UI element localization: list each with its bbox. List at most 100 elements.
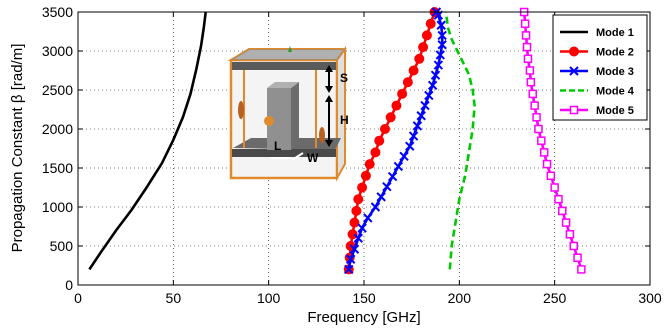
data-point <box>379 124 390 134</box>
series-5 <box>519 7 586 274</box>
x-tick-label: 100 <box>257 290 281 306</box>
series-4 <box>444 11 476 270</box>
data-point <box>405 141 415 151</box>
data-point <box>349 244 360 254</box>
data-point <box>357 182 368 193</box>
data-point <box>573 253 582 262</box>
x-tick-label: 200 <box>448 290 472 306</box>
legend-label: Mode 5 <box>596 105 634 117</box>
data-point <box>577 265 586 274</box>
y-tick-label: 1500 <box>42 160 73 176</box>
data-point <box>523 54 533 64</box>
data-point <box>344 264 354 275</box>
legend-entry: Mode 2 <box>560 46 634 59</box>
data-point <box>360 170 371 181</box>
data-point <box>349 217 360 228</box>
data-point <box>420 100 430 111</box>
x-tick-label: 150 <box>352 290 376 306</box>
side-aperture <box>319 127 325 143</box>
data-point <box>357 223 367 233</box>
y-tick-label: 3500 <box>42 4 73 20</box>
y-axis-label: Propagation Constant β [rad/m] <box>9 44 26 253</box>
data-point <box>353 194 364 205</box>
data-point <box>430 70 441 80</box>
legend-label: Mode 1 <box>596 27 634 39</box>
inset-label-s: S <box>340 71 348 85</box>
data-point <box>399 151 409 162</box>
x-tick-label: 50 <box>166 290 182 306</box>
data-point <box>425 18 436 29</box>
data-point <box>565 230 575 239</box>
inset-label-w: W <box>307 151 319 165</box>
legend: Mode 1 Mode 2 Mode 3 Mode 4 Mode 5 <box>552 14 648 121</box>
data-point <box>374 135 385 146</box>
legend-marker <box>569 46 579 57</box>
center-post-top <box>267 82 299 88</box>
series-line <box>88 11 207 271</box>
data-point <box>520 19 530 28</box>
legend-entry: Mode 3 <box>560 66 634 78</box>
cavity-top-plate <box>231 49 345 60</box>
data-point <box>408 131 419 141</box>
series-line <box>444 11 476 270</box>
data-point <box>433 60 444 70</box>
legend-label: Mode 3 <box>596 66 634 78</box>
inset-label-l: L <box>274 139 281 153</box>
data-point <box>526 77 536 87</box>
data-point <box>435 50 445 60</box>
x-tick-label: 300 <box>638 290 662 306</box>
data-point <box>385 112 396 123</box>
series-2 <box>343 7 440 275</box>
data-point <box>370 202 381 212</box>
arrowhead <box>325 86 333 93</box>
data-point <box>521 31 531 40</box>
x-tick-label: 250 <box>543 290 567 306</box>
legend-marker <box>569 66 579 76</box>
center-post-side <box>291 82 299 150</box>
data-point <box>558 206 567 216</box>
data-point <box>522 42 532 52</box>
data-point <box>525 66 535 75</box>
data-point <box>436 20 446 30</box>
data-point <box>421 30 432 41</box>
arrowhead <box>325 140 333 147</box>
data-point <box>408 65 419 76</box>
post-aperture <box>264 116 274 126</box>
inset-cavity-diagram: S H L W <box>227 45 349 182</box>
data-point <box>534 124 543 134</box>
arrowhead <box>325 95 333 102</box>
legend-entry: Mode 5 <box>560 105 634 117</box>
source-marker-icon <box>288 46 292 52</box>
data-point <box>542 159 552 169</box>
inset-label-h: H <box>340 113 349 127</box>
data-point <box>546 171 556 181</box>
data-point <box>345 254 356 264</box>
data-point <box>376 192 386 202</box>
data-point <box>537 136 546 145</box>
data-point <box>532 113 541 122</box>
data-point <box>370 147 381 158</box>
data-point <box>387 171 398 182</box>
data-point <box>427 80 438 91</box>
x-axis-label: Frequency [GHz] <box>307 309 420 326</box>
dimension-arrow-w <box>291 152 304 161</box>
y-tick-label: 2500 <box>42 82 73 98</box>
plot-frame <box>77 11 651 286</box>
data-point <box>414 53 425 64</box>
data-point <box>397 88 408 99</box>
data-point <box>364 159 375 170</box>
bottom-metal-plate-front <box>232 149 336 157</box>
x-tick-label: 0 <box>74 290 82 306</box>
data-point <box>353 233 363 243</box>
data-point <box>347 229 358 240</box>
legend-label: Mode 2 <box>596 47 634 59</box>
series-3 <box>344 7 447 275</box>
data-point <box>412 121 423 131</box>
data-point <box>437 30 447 41</box>
data-point <box>569 241 578 251</box>
legend-entry: Mode 1 <box>560 27 634 39</box>
y-tick-label: 1000 <box>42 199 73 215</box>
side-aperture <box>238 101 244 119</box>
y-tick-label: 2000 <box>42 121 73 137</box>
